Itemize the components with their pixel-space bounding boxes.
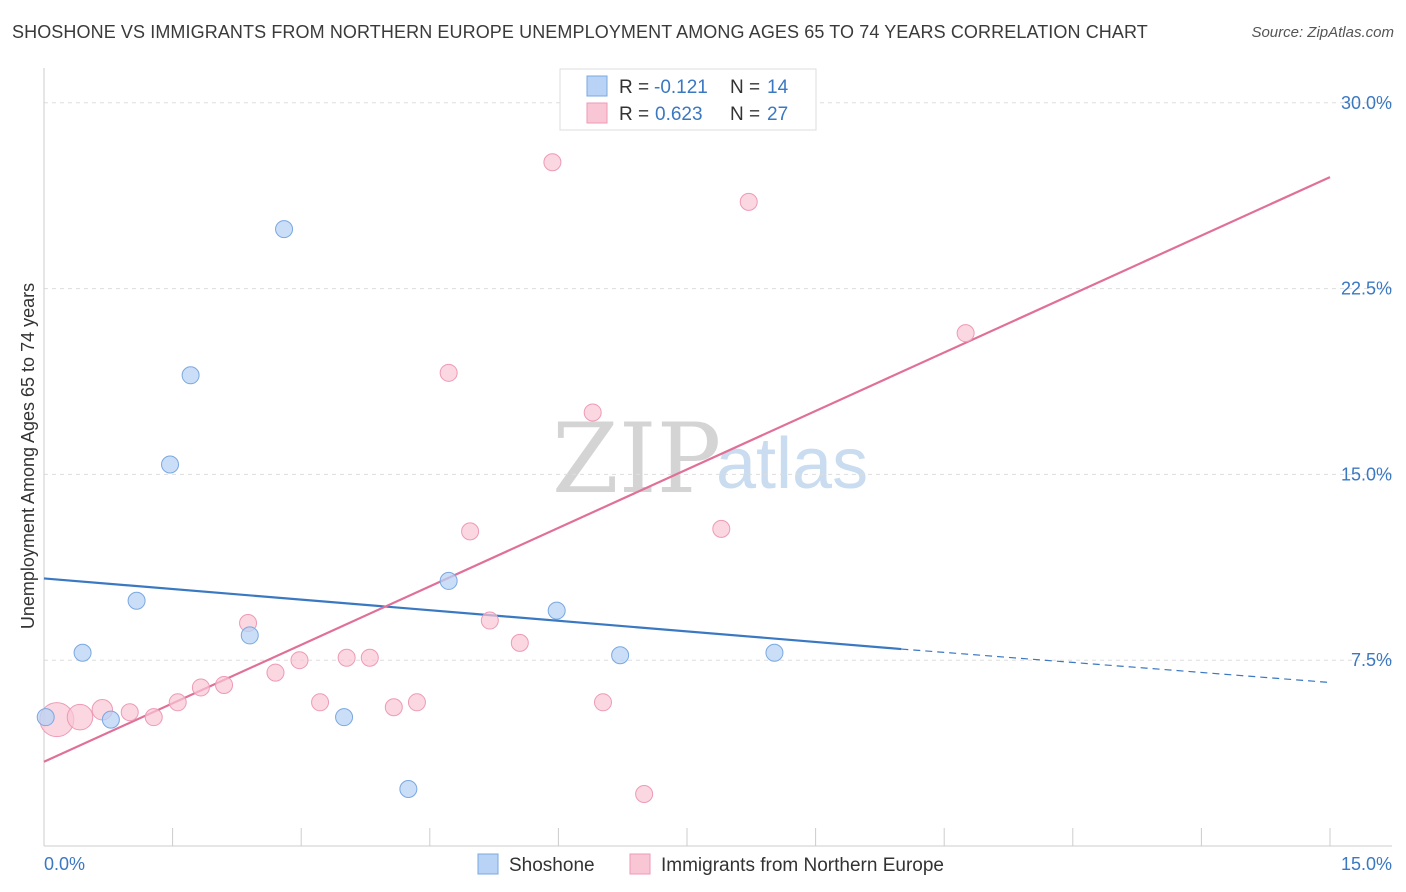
series-legend-label-shoshone: Shoshone	[509, 855, 595, 876]
data-points	[36, 153, 975, 803]
point-shoshone	[335, 708, 354, 727]
series-legend: Shoshone Immigrants from Northern Europe	[477, 853, 944, 876]
legend-n-label-immigrants: N =	[730, 104, 760, 125]
trend-lines	[43, 176, 1331, 763]
point-immigrants	[191, 678, 210, 697]
point-immigrants	[583, 403, 602, 422]
legend-swatch-immigrants	[586, 102, 608, 124]
point-immigrants	[712, 519, 731, 538]
point-shoshone	[36, 708, 55, 727]
y-tick-label: 15.0%	[1341, 464, 1392, 484]
point-immigrants	[266, 663, 285, 682]
point-immigrants	[480, 611, 499, 630]
point-immigrants	[739, 192, 758, 211]
point-shoshone	[439, 571, 458, 590]
point-immigrants	[337, 648, 356, 667]
y-tick-label: 22.5%	[1341, 279, 1392, 299]
gridlines	[44, 102, 1392, 661]
point-shoshone	[611, 646, 630, 665]
point-shoshone	[101, 710, 120, 729]
series-legend-swatch-shoshone	[477, 853, 499, 875]
y-tick-labels: 7.5% 15.0% 22.5% 30.0%	[1341, 93, 1392, 670]
point-immigrants	[510, 633, 529, 652]
x-tick-label-max: 15.0%	[1341, 854, 1392, 874]
legend-n-label-shoshone: N =	[730, 77, 760, 98]
point-immigrants	[144, 708, 163, 727]
point-shoshone	[240, 626, 259, 645]
point-immigrants	[360, 648, 379, 667]
source-credit: Source: ZipAtlas.com	[1251, 24, 1394, 41]
watermark-atlas: atlas	[716, 424, 868, 504]
point-immigrants	[593, 693, 612, 712]
point-shoshone	[181, 366, 200, 385]
trend-line-immigrants	[43, 176, 1331, 763]
point-immigrants	[66, 703, 94, 731]
point-shoshone	[547, 601, 566, 620]
series-legend-label-immigrants: Immigrants from Northern Europe	[661, 855, 944, 876]
legend-r-value-immigrants: 0.623	[655, 104, 703, 125]
x-ticks	[172, 828, 1331, 846]
y-axis-title: Unemployment Among Ages 65 to 74 years	[18, 283, 38, 629]
point-immigrants	[543, 153, 562, 172]
legend-n-value-immigrants: 27	[767, 104, 788, 125]
y-tick-label: 7.5%	[1351, 650, 1392, 670]
point-shoshone	[399, 780, 418, 799]
point-immigrants	[384, 698, 403, 717]
y-tick-label: 30.0%	[1341, 93, 1392, 113]
legend-swatch-shoshone	[586, 75, 608, 97]
point-immigrants	[311, 693, 330, 712]
point-shoshone	[275, 220, 294, 239]
point-shoshone	[127, 591, 146, 610]
legend-r-label-immigrants: R =	[619, 104, 649, 125]
x-tick-label-min: 0.0%	[44, 854, 85, 874]
point-shoshone	[161, 455, 180, 474]
legend-r-value-shoshone: -0.121	[654, 77, 708, 98]
point-immigrants	[956, 324, 975, 343]
legend-n-value-shoshone: 14	[767, 77, 789, 98]
point-immigrants	[407, 693, 426, 712]
point-immigrants	[439, 363, 458, 382]
point-immigrants	[215, 675, 234, 694]
trend-line-shoshone-extension	[901, 648, 1331, 684]
trend-line-shoshone	[43, 577, 902, 651]
point-shoshone	[765, 643, 784, 662]
point-immigrants	[120, 703, 139, 722]
point-immigrants	[461, 522, 480, 541]
point-immigrants	[290, 651, 309, 670]
point-immigrants	[168, 693, 187, 712]
chart-title: SHOSHONE VS IMMIGRANTS FROM NORTHERN EUR…	[12, 22, 1148, 42]
point-immigrants	[635, 784, 654, 803]
watermark-zip: ZIP	[552, 403, 721, 515]
series-legend-swatch-immigrants	[629, 853, 651, 875]
legend-r-label-shoshone: R =	[619, 77, 649, 98]
point-shoshone	[73, 643, 92, 662]
correlation-legend: R = -0.121 N = 14 R = 0.623 N = 27	[559, 68, 817, 131]
